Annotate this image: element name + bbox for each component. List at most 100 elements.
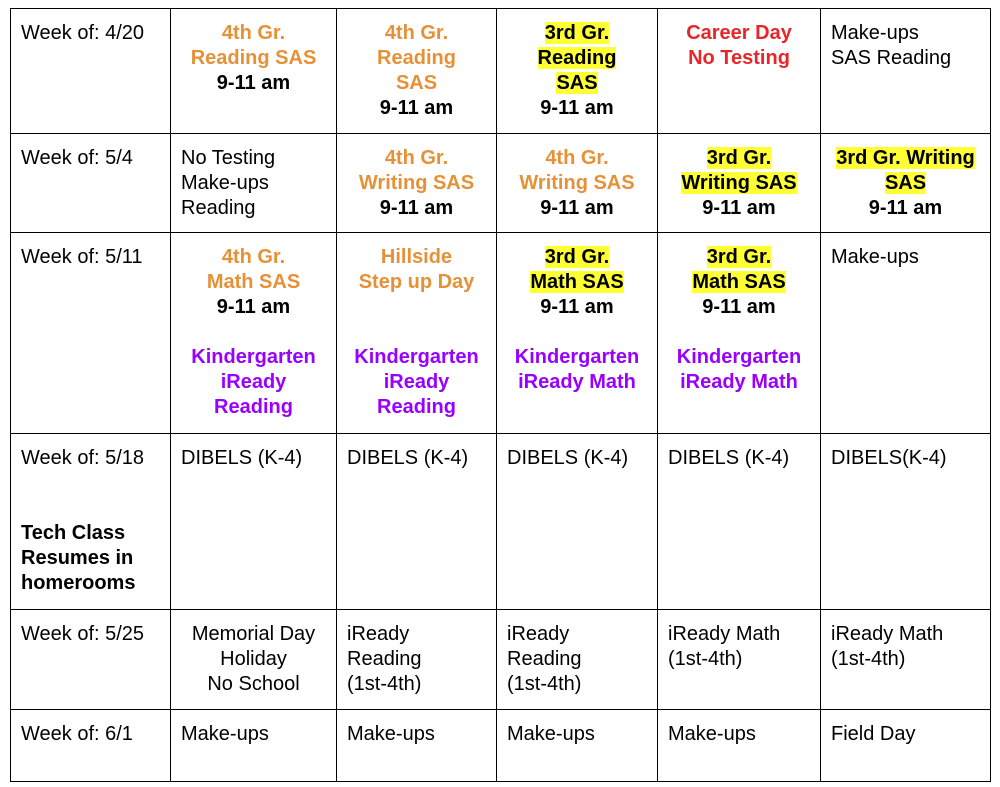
cell-line: 9-11 am	[379, 97, 454, 119]
cell-line-highlighted: SAS	[884, 172, 927, 194]
schedule-cell: Memorial Day Holiday No School	[170, 609, 337, 710]
cell-line: iReady	[220, 371, 287, 393]
schedule-cell: DIBELS (K-4)	[496, 433, 658, 610]
cell-line: 4th Gr.	[221, 22, 286, 44]
cell-line: 9-11 am	[868, 197, 943, 219]
schedule-cell: 3rd Gr. Reading SAS 9-11 am	[496, 8, 658, 134]
cell-line: Reading	[507, 648, 582, 670]
cell-line: Make-ups	[507, 723, 595, 745]
cell-line: 4th Gr.	[384, 147, 449, 169]
cell-line: Make-ups	[831, 246, 919, 268]
cell-line-highlighted: 3rd Gr.	[706, 147, 772, 169]
schedule-cell: Make-ups	[820, 232, 991, 434]
cell-line: Holiday	[220, 648, 287, 670]
cell-line: Reading SAS	[190, 47, 317, 69]
cell-line: 9-11 am	[540, 97, 614, 119]
cell-line: (1st-4th)	[507, 673, 582, 695]
schedule-cell: 4th Gr. Writing SAS 9-11 am	[496, 133, 658, 233]
cell-line: SAS Reading	[831, 47, 952, 69]
schedule-cell: 3rd Gr. Writing SAS 9-11 am	[820, 133, 991, 233]
cell-line: Writing SAS	[519, 172, 635, 194]
cell-line: iReady	[383, 371, 450, 393]
cell-line: DIBELS (K-4)	[668, 447, 790, 469]
schedule-cell: 4th Gr. Math SAS 9-11 am Kindergarten iR…	[170, 232, 337, 434]
cell-line-highlighted: 3rd Gr.	[544, 246, 610, 268]
cell-line-highlighted: SAS	[556, 72, 598, 94]
note-line: Resumes in	[21, 547, 134, 569]
cell-line: 9-11 am	[216, 296, 291, 318]
cell-line-highlighted: Writing SAS	[681, 172, 797, 194]
schedule-cell: DIBELS (K-4)	[336, 433, 497, 610]
cell-line: 4th Gr.	[221, 246, 286, 268]
cell-line: Make-ups	[347, 723, 435, 745]
cell-line: 9-11 am	[216, 72, 291, 94]
cell-line: Field Day	[831, 723, 916, 745]
testing-schedule-table: Week of: 4/20 4th Gr. Reading SAS 9-11 a…	[10, 8, 991, 782]
cell-line: Math SAS	[206, 271, 301, 293]
cell-line: Writing SAS	[358, 172, 475, 194]
cell-line: SAS	[395, 72, 438, 94]
cell-line: No Testing	[688, 47, 790, 69]
week-label: Week of: 5/18	[21, 447, 145, 469]
week-label-cell: Week of: 5/25	[10, 609, 171, 710]
schedule-cell: 4th Gr. Writing SAS 9-11 am	[336, 133, 497, 233]
week-label: Week of: 5/4	[21, 147, 133, 169]
cell-line: Kindergarten	[676, 346, 802, 368]
week-label: Week of: 5/11	[21, 246, 143, 268]
cell-line: iReady Math	[831, 623, 944, 645]
schedule-cell: Make-ups	[657, 709, 821, 782]
schedule-cell: Make-ups	[336, 709, 497, 782]
cell-line: Kindergarten	[514, 346, 640, 368]
cell-line: DIBELS (K-4)	[507, 447, 629, 469]
cell-line: iReady Math	[680, 371, 798, 393]
schedule-cell: DIBELS(K-4)	[820, 433, 991, 610]
note-line: Tech Class	[21, 522, 126, 544]
cell-line: (1st-4th)	[347, 673, 422, 695]
week-label: Week of: 5/25	[21, 623, 145, 645]
schedule-row: Week of: 5/11 4th Gr. Math SAS 9-11 am K…	[10, 232, 991, 434]
cell-line: DIBELS(K-4)	[831, 447, 947, 469]
cell-line-highlighted: 3rd Gr.	[544, 22, 610, 44]
schedule-row: Week of: 4/20 4th Gr. Reading SAS 9-11 a…	[10, 8, 991, 134]
schedule-cell: Make-ups	[170, 709, 337, 782]
schedule-cell: Field Day	[820, 709, 991, 782]
week-label-cell: Week of: 5/4	[10, 133, 171, 233]
cell-line: iReady Math	[518, 371, 636, 393]
schedule-row: Week of: 5/25 Memorial Day Holiday No Sc…	[10, 609, 991, 710]
week-label-cell: Week of: 5/18 Tech Class Resumes in home…	[10, 433, 171, 610]
cell-line: 9-11 am	[540, 197, 614, 219]
cell-line: Career Day	[686, 22, 792, 44]
schedule-cell: 3rd Gr. Math SAS 9-11 am Kindergarten iR…	[657, 232, 821, 434]
cell-line: iReady Math	[668, 623, 781, 645]
cell-line: Make-ups	[181, 723, 269, 745]
week-label-cell: Week of: 5/11	[10, 232, 171, 434]
schedule-cell: 4th Gr. Reading SAS 9-11 am	[336, 8, 497, 134]
schedule-cell: iReady Reading (1st-4th)	[496, 609, 658, 710]
cell-line-highlighted: 3rd Gr. Writing	[836, 147, 975, 169]
cell-line: Kindergarten	[191, 346, 316, 368]
cell-line: Kindergarten	[354, 346, 479, 368]
cell-line: 4th Gr.	[384, 22, 449, 44]
cell-line-highlighted: Math SAS	[530, 271, 624, 293]
cell-line: Reading	[181, 197, 256, 219]
cell-line: Make-ups	[831, 22, 919, 44]
cell-line: DIBELS (K-4)	[181, 447, 303, 469]
schedule-row: Week of: 5/4 No Testing Make-ups Reading…	[10, 133, 991, 233]
schedule-cell: 4th Gr. Reading SAS 9-11 am	[170, 8, 337, 134]
schedule-cell: 3rd Gr. Math SAS 9-11 am Kindergarten iR…	[496, 232, 658, 434]
schedule-row: Week of: 5/18 Tech Class Resumes in home…	[10, 433, 991, 610]
cell-line: Reading	[347, 648, 422, 670]
cell-line: Make-ups	[181, 172, 269, 194]
cell-line-highlighted: Math SAS	[692, 271, 786, 293]
schedule-cell: Career Day No Testing	[657, 8, 821, 134]
cell-line: No School	[207, 673, 300, 695]
schedule-cell: iReady Reading (1st-4th)	[336, 609, 497, 710]
week-label-cell: Week of: 4/20	[10, 8, 171, 134]
cell-line: iReady	[347, 623, 410, 645]
schedule-cell: Make-ups	[496, 709, 658, 782]
note-line: homerooms	[21, 572, 136, 594]
cell-line: Step up Day	[358, 271, 475, 293]
cell-line: (1st-4th)	[831, 648, 906, 670]
schedule-cell: Make-ups SAS Reading	[820, 8, 991, 134]
cell-line: Hillside	[380, 246, 453, 268]
